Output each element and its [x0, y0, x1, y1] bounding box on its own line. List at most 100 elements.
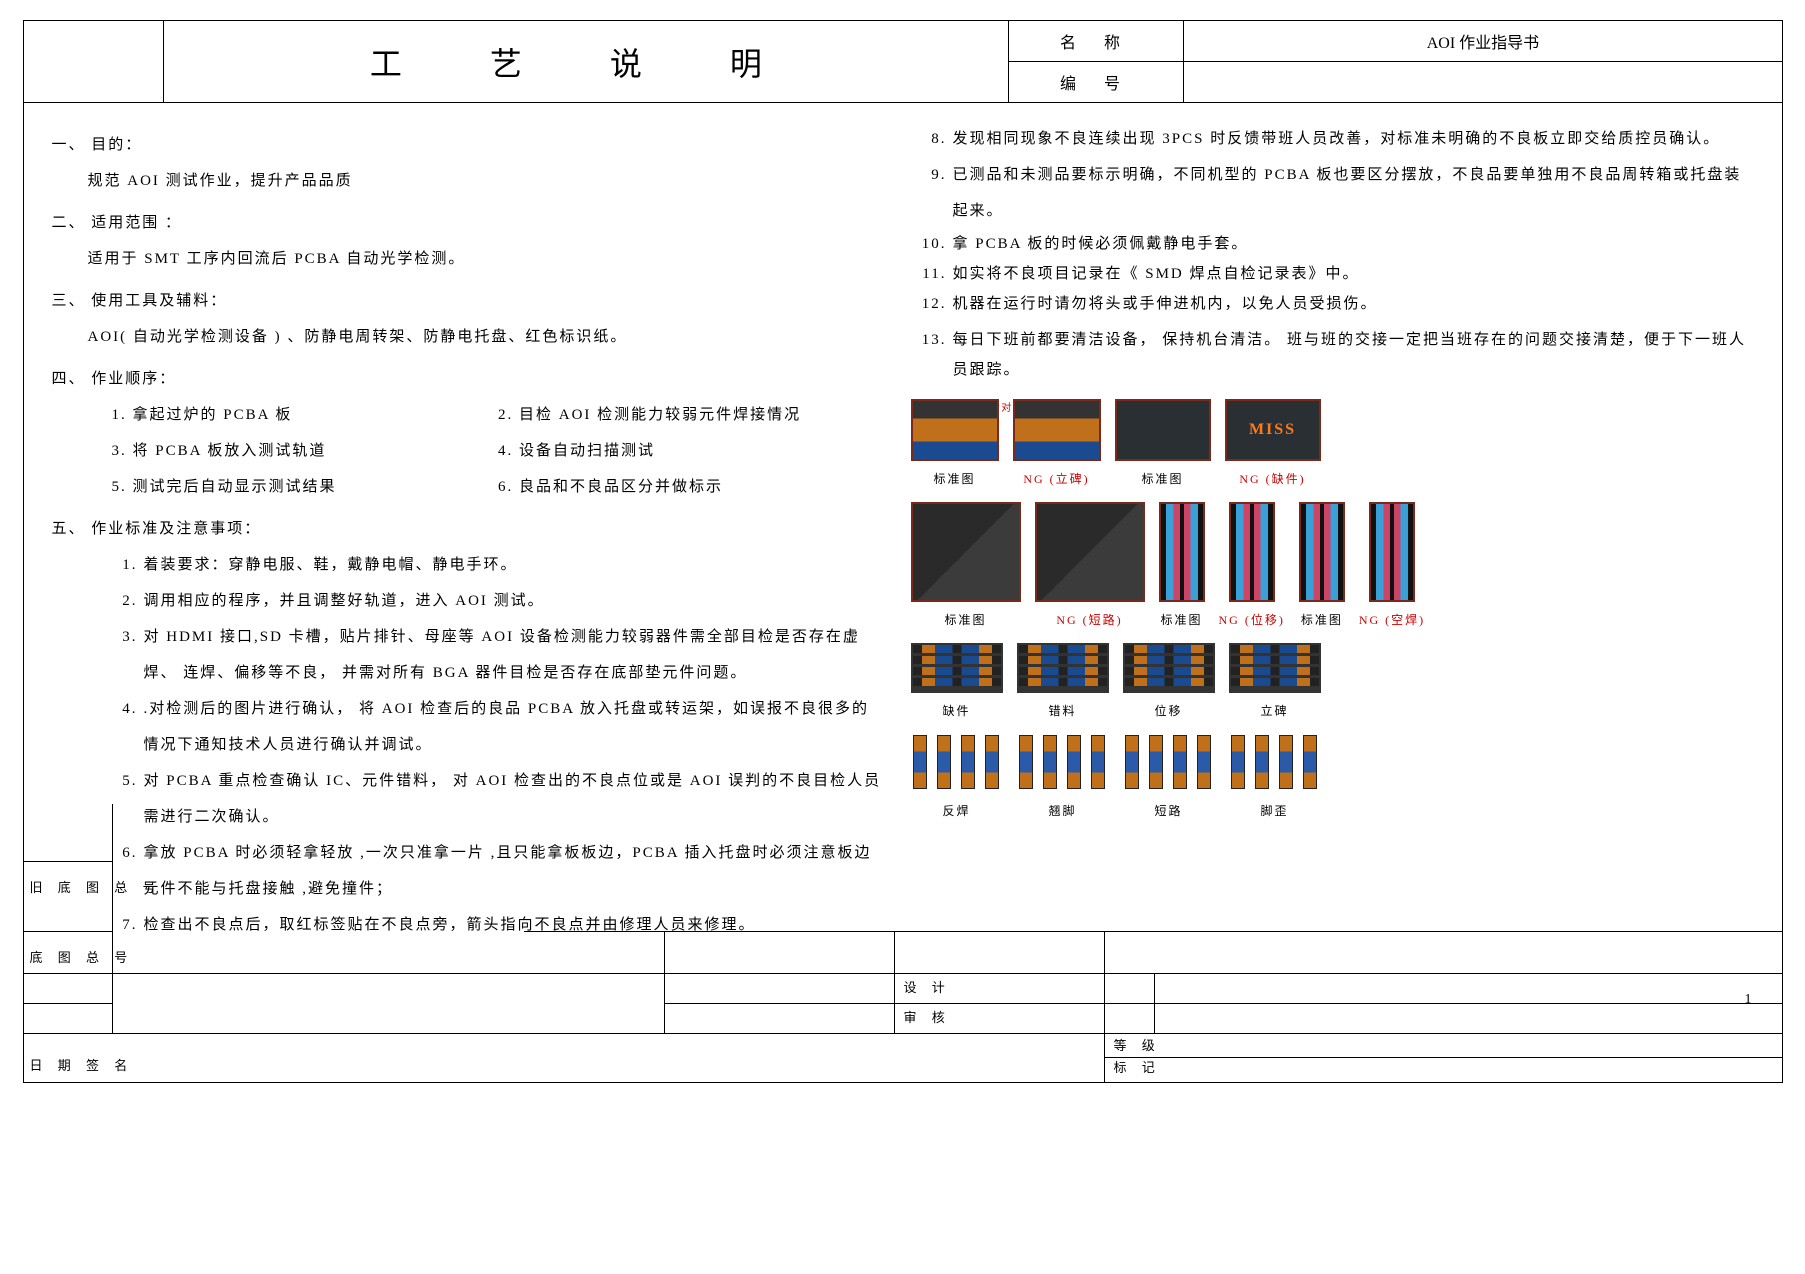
- date-sign: 日 期 签 名: [30, 1055, 134, 1074]
- gallery-caption: NG (立碑): [1023, 465, 1089, 494]
- gallery-row: 标准图 NG (短路) 标准图 NG (位移) 标准图 NG (空焊): [911, 502, 1754, 635]
- gallery-caption: 翘脚: [1048, 797, 1076, 826]
- mark-label: 标 记: [1114, 1057, 1161, 1076]
- design-label: 设 计: [904, 977, 951, 996]
- review-label: 审 核: [904, 1007, 951, 1026]
- header-table: 工 艺 说 明 名 称 AOI 作业指导书 编 号: [23, 20, 1783, 103]
- defect-thumb: [911, 502, 1021, 602]
- s4-3: 将 PCBA 板放入测试轨道: [133, 443, 327, 459]
- defect-thumb: [1229, 733, 1321, 793]
- gallery-caption: 标准图: [1160, 606, 1202, 635]
- code-value: [1184, 62, 1782, 103]
- gallery-cell: 标准图: [911, 502, 1021, 635]
- gallery-caption: 错料: [1048, 697, 1076, 726]
- s1-head: 一、 目的：: [52, 127, 885, 163]
- defect-thumb: MISS: [1225, 399, 1321, 461]
- s4-1: 拿起过炉的 PCBA 板: [133, 407, 293, 423]
- right-column: 8.发现相同现象不良连续出现 3PCS 时反馈带班人员改善，对标准未明确的不良板…: [903, 121, 1754, 943]
- s5-4: .对检测后的图片进行确认， 将 AOI 检查后的良品 PCBA 放入托盘或转运架…: [144, 691, 885, 763]
- columns: 一、 目的： 规范 AOI 测试作业，提升产品品质 二、 适用范围 ： 适用于 …: [24, 103, 1782, 961]
- code-label: 编 号: [1008, 62, 1184, 103]
- s5-2: 调用相应的程序，并且调整好轨道，进入 AOI 测试。: [144, 583, 545, 619]
- s3-head: 三、 使用工具及辅料：: [52, 283, 885, 319]
- gallery-cell: MISS NG (缺件): [1225, 399, 1321, 494]
- s4-head: 四、 作业顺序：: [52, 361, 885, 397]
- name-value: AOI 作业指导书: [1184, 21, 1782, 62]
- defect-thumb: [911, 733, 1003, 793]
- gallery-caption: 标准图: [933, 465, 975, 494]
- gallery-caption: NG (位移): [1219, 606, 1285, 635]
- defect-thumb: [1035, 502, 1145, 602]
- gallery-caption: 短路: [1154, 797, 1182, 826]
- gallery-cell: NG (立碑): [1013, 399, 1101, 494]
- gallery-cell: 缺件: [911, 643, 1003, 726]
- defect-thumb: [1115, 399, 1211, 461]
- gallery-caption: 立碑: [1260, 697, 1288, 726]
- r-list: 8.发现相同现象不良连续出现 3PCS 时反馈带班人员改善，对标准未明确的不良板…: [911, 121, 1754, 385]
- s4-6: 良品和不良品区分并做标示: [519, 479, 723, 495]
- defect-thumb: [911, 643, 1003, 693]
- grade-label: 等 级: [1114, 1035, 1161, 1054]
- gallery-caption: 缺件: [942, 697, 970, 726]
- defect-thumb: [1299, 502, 1345, 602]
- defect-thumb: [1017, 733, 1109, 793]
- r12: 机器在运行时请勿将头或手伸进机内，以免人员受损伤。: [953, 289, 1378, 319]
- defect-thumb: [911, 399, 999, 461]
- s3-body: AOI( 自动光学检测设备 ) 、防静电周转架、防静电托盘、红色标识纸。: [52, 319, 885, 355]
- s2-body: 适用于 SMT 工序内回流后 PCBA 自动光学检测。: [52, 241, 885, 277]
- gallery-row: 反焊 翘脚 短路 脚歪: [911, 733, 1754, 826]
- s1-body: 规范 AOI 测试作业，提升产品品质: [52, 163, 885, 199]
- r11: 如实将不良项目记录在《 SMD 焊点自检记录表》中。: [953, 259, 1360, 289]
- gallery-row: 缺件 错料 位移 立碑: [911, 643, 1754, 726]
- gallery-cell: 翘脚: [1017, 733, 1109, 826]
- s5-head: 五、 作业标准及注意事项：: [52, 511, 885, 547]
- gallery-caption: NG (缺件): [1239, 465, 1305, 494]
- defect-thumb: [1159, 502, 1205, 602]
- s5-list: 1.着装要求：穿静电服、鞋，戴静电帽、静电手环。 2.调用相应的程序，并且调整好…: [52, 547, 885, 943]
- r8: 发现相同现象不良连续出现 3PCS 时反馈带班人员改善，对标准未明确的不良板立即…: [953, 121, 1721, 157]
- s5-3: 对 HDMI 接口,SD 卡槽，贴片排针、母座等 AOI 设备检测能力较弱器件需…: [144, 619, 885, 691]
- r13: 每日下班前都要清洁设备， 保持机台清洁。 班与班的交接一定把当班存在的问题交接清…: [953, 325, 1754, 385]
- gallery-caption: 反焊: [942, 797, 970, 826]
- r10: 拿 PCBA 板的时候必须佩戴静电手套。: [953, 229, 1249, 259]
- gallery-caption: NG (短路): [1056, 606, 1122, 635]
- s2-head: 二、 适用范围 ：: [52, 205, 885, 241]
- s4-2: 目检 AOI 检测能力较弱元件焊接情况: [519, 407, 801, 423]
- gallery-cell: 标准图: [1299, 502, 1345, 635]
- gallery-cell: 位移: [1123, 643, 1215, 726]
- gallery-cell: 立碑: [1229, 643, 1321, 726]
- s4-4: 设备自动扫描测试: [519, 443, 655, 459]
- gallery-cell: 错料: [1017, 643, 1109, 726]
- s5-6: 拿放 PCBA 时必须轻拿轻放 ,一次只准拿一片 ,且只能拿板板边，PCBA 插…: [144, 835, 885, 907]
- gallery-caption: 位移: [1154, 697, 1182, 726]
- defect-gallery: AOI常见不良图片对比标准图NG (立碑)标准图MISSNG (缺件)标准图NG…: [911, 399, 1754, 826]
- defect-thumb: [1017, 643, 1109, 693]
- gallery-cell: 反焊: [911, 733, 1003, 826]
- doc-title: 工 艺 说 明: [164, 21, 1008, 103]
- defect-thumb: [1013, 399, 1101, 461]
- gallery-caption: NG (空焊): [1359, 606, 1425, 635]
- defect-thumb: [1123, 643, 1215, 693]
- page-number: 1: [1745, 992, 1752, 1008]
- s4-5: 测试完后自动显示测试结果: [133, 479, 337, 495]
- body-frame: 一、 目的： 规范 AOI 测试作业，提升产品品质 二、 适用范围 ： 适用于 …: [23, 103, 1783, 1083]
- gallery-cell: 脚歪: [1229, 733, 1321, 826]
- s4-list: 1. 拿起过炉的 PCBA 板 2. 目检 AOI 检测能力较弱元件焊接情况 3…: [52, 397, 885, 505]
- name-label: 名 称: [1008, 21, 1184, 62]
- s5-7: 检查出不良点后，取红标签贴在不良点旁，箭头指向不良点并由修理人员来修理。: [144, 907, 756, 943]
- defect-thumb: [1229, 502, 1275, 602]
- gallery-cell: 标准图: [1115, 399, 1211, 494]
- gallery-cell: 标准图: [911, 399, 999, 494]
- defect-thumb: [1123, 733, 1215, 793]
- gallery-cell: 短路: [1123, 733, 1215, 826]
- header-left-blank: [23, 21, 164, 103]
- gallery-row: AOI常见不良图片对比标准图NG (立碑)标准图MISSNG (缺件): [911, 399, 1754, 494]
- s5-1: 着装要求：穿静电服、鞋，戴静电帽、静电手环。: [144, 547, 518, 583]
- gallery-cell: 标准图: [1159, 502, 1205, 635]
- defect-thumb: [1369, 502, 1415, 602]
- defect-thumb: [1229, 643, 1321, 693]
- gallery-cell: NG (空焊): [1359, 502, 1425, 635]
- gallery-cell: NG (短路): [1035, 502, 1145, 635]
- page: 工 艺 说 明 名 称 AOI 作业指导书 编 号 一、 目的： 规范 AOI …: [23, 20, 1783, 1083]
- gallery-caption: 标准图: [1301, 606, 1343, 635]
